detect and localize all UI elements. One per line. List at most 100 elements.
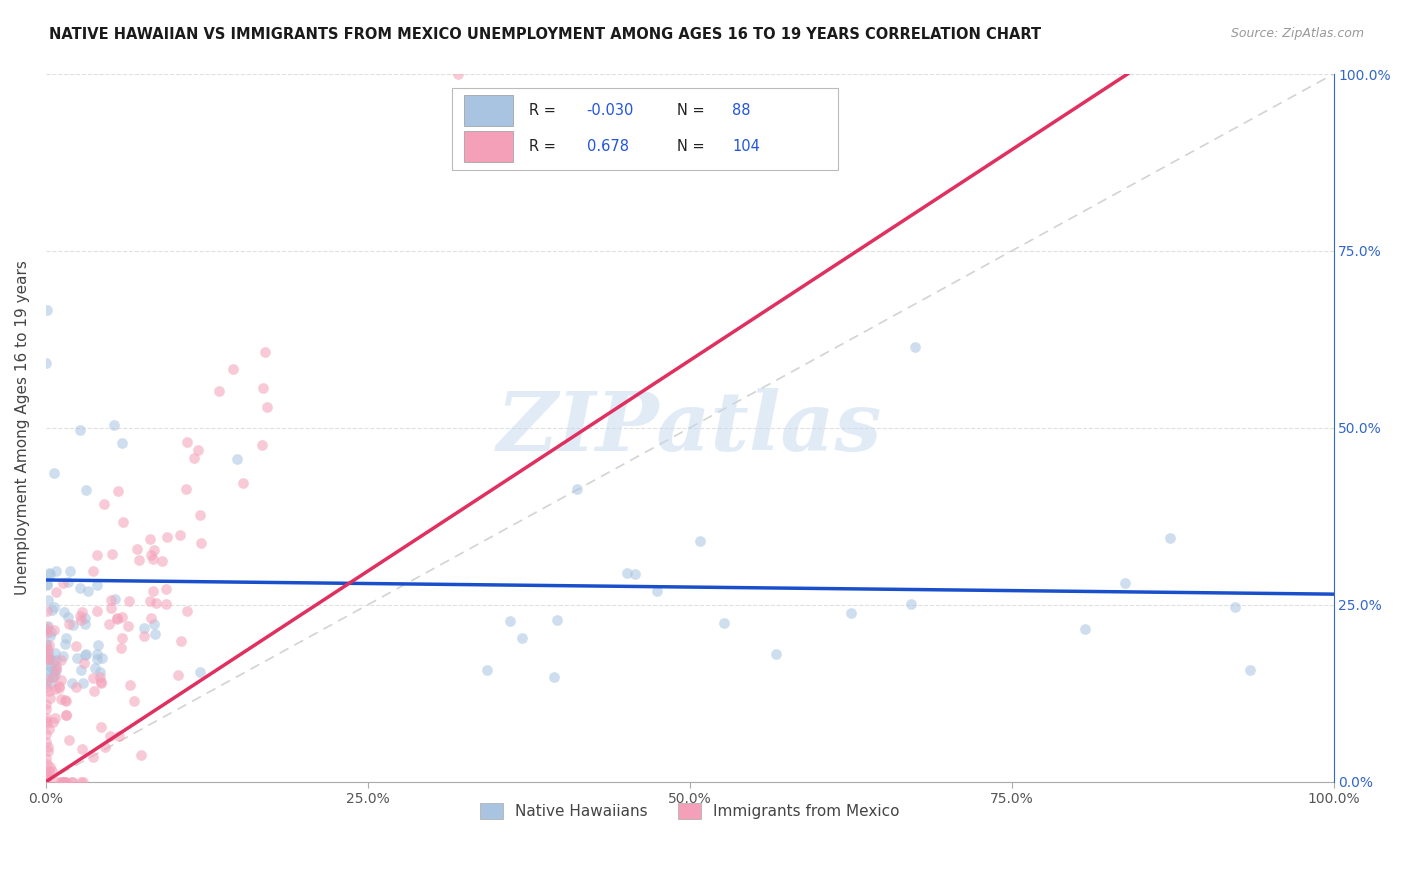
Point <box>100 593 122 607</box>
Point <box>37 664 59 678</box>
Point <box>150 554 173 568</box>
Point <box>35 750 58 764</box>
Point <box>107 729 129 743</box>
Point <box>35 715 58 730</box>
Point <box>51 774 73 789</box>
Point <box>60 675 83 690</box>
Point <box>41 764 63 779</box>
Point <box>183 451 205 466</box>
Point <box>188 665 211 680</box>
Point <box>37 646 59 660</box>
Point <box>62 617 84 632</box>
Point <box>66 650 89 665</box>
Point <box>55 694 77 708</box>
Point <box>75 647 97 661</box>
Point <box>86 647 108 661</box>
Point <box>60 774 83 789</box>
Point <box>543 670 565 684</box>
Point <box>37 302 59 317</box>
Point <box>89 665 111 679</box>
Point <box>188 508 211 522</box>
Point <box>35 714 58 728</box>
Point <box>51 691 73 706</box>
Text: 0.678: 0.678 <box>586 139 628 154</box>
Point <box>89 670 111 684</box>
Legend: Native Hawaiians, Immigrants from Mexico: Native Hawaiians, Immigrants from Mexico <box>474 797 905 825</box>
Point <box>82 564 104 578</box>
FancyBboxPatch shape <box>464 95 513 127</box>
Point <box>132 621 155 635</box>
Point <box>475 664 498 678</box>
Point <box>39 760 62 774</box>
Point <box>110 641 132 656</box>
Point <box>86 548 108 562</box>
Point <box>35 727 58 741</box>
Point <box>35 673 58 688</box>
Point <box>72 675 94 690</box>
Point <box>103 592 125 607</box>
Point <box>70 663 93 677</box>
Point <box>567 482 589 496</box>
Point <box>53 693 76 707</box>
Point <box>39 691 62 706</box>
Point <box>103 417 125 432</box>
Point <box>190 535 212 549</box>
Point <box>51 774 73 789</box>
Point <box>38 764 60 779</box>
Point <box>35 702 58 716</box>
Point <box>45 585 67 599</box>
Point <box>156 530 179 544</box>
Point <box>42 670 65 684</box>
Point <box>900 597 922 611</box>
Point <box>35 681 58 695</box>
Point <box>55 632 77 646</box>
Point <box>111 436 134 450</box>
Point <box>35 648 58 663</box>
Point <box>37 643 59 657</box>
Point <box>111 515 134 529</box>
Point <box>93 497 115 511</box>
Point <box>90 675 112 690</box>
Point <box>132 629 155 643</box>
Point <box>37 593 59 607</box>
Point <box>72 774 94 789</box>
Text: 104: 104 <box>733 139 761 154</box>
Point <box>122 694 145 708</box>
Point <box>111 631 134 645</box>
Point <box>65 680 87 694</box>
Point <box>55 708 77 723</box>
Point <box>37 744 59 758</box>
Point <box>1074 622 1097 636</box>
Point <box>45 662 67 676</box>
Point <box>75 483 97 497</box>
Text: -0.030: -0.030 <box>586 103 634 119</box>
Point <box>143 627 166 641</box>
Point <box>39 652 62 666</box>
Point <box>167 668 190 682</box>
Point <box>46 774 69 789</box>
Point <box>37 618 59 632</box>
Point <box>105 611 128 625</box>
Point <box>35 676 58 690</box>
Point <box>53 605 76 619</box>
Point <box>616 566 638 581</box>
Point <box>546 613 568 627</box>
Point <box>174 482 197 496</box>
Point <box>101 547 124 561</box>
Point <box>128 553 150 567</box>
Point <box>1114 575 1136 590</box>
FancyBboxPatch shape <box>464 131 513 162</box>
Point <box>56 610 79 624</box>
Point <box>145 596 167 610</box>
Point <box>45 663 67 677</box>
Point <box>75 610 97 624</box>
FancyBboxPatch shape <box>451 88 838 169</box>
Point <box>689 534 711 549</box>
Text: Source: ZipAtlas.com: Source: ZipAtlas.com <box>1230 27 1364 40</box>
Point <box>250 438 273 452</box>
Point <box>58 733 80 747</box>
Text: N =: N = <box>676 103 709 119</box>
Point <box>35 624 58 638</box>
Point <box>765 647 787 661</box>
Point <box>176 434 198 449</box>
